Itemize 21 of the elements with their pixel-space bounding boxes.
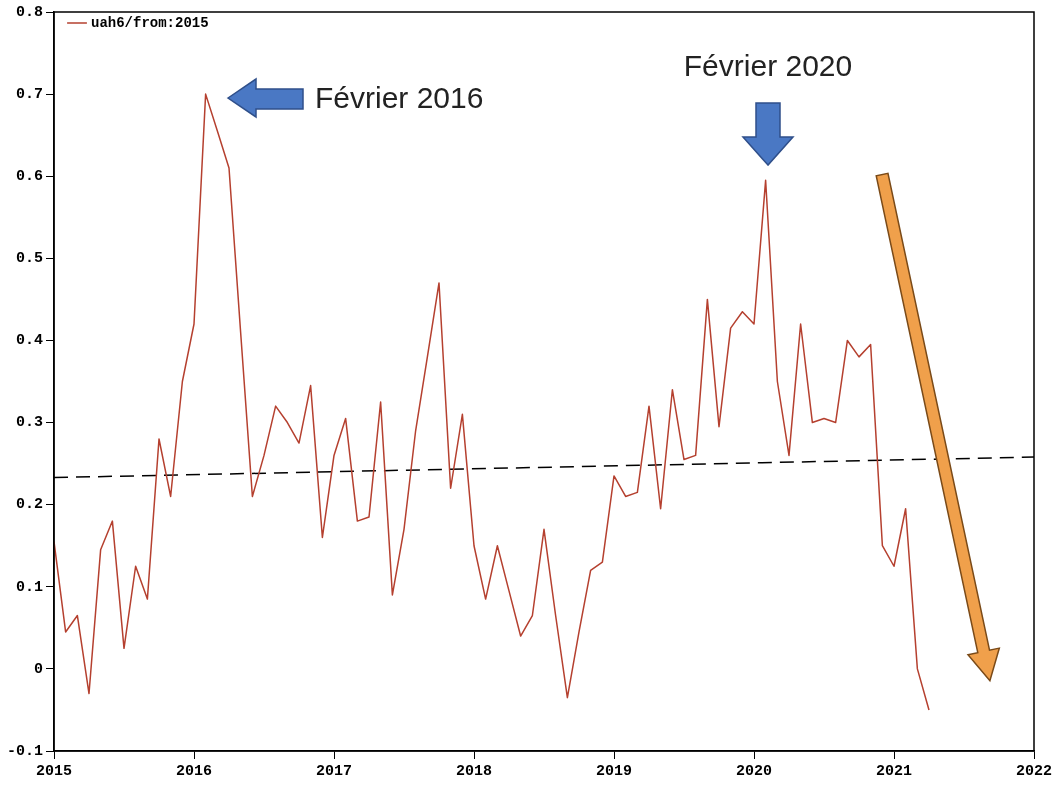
x-tick-label: 2016 bbox=[176, 762, 213, 780]
x-tick-label: 2022 bbox=[1015, 762, 1053, 780]
y-tick-label: 0.8 bbox=[15, 3, 44, 21]
x-tick-label: 2020 bbox=[735, 762, 773, 780]
y-tick-label: 0.5 bbox=[15, 250, 44, 268]
y-tick-label: -0.1 bbox=[6, 742, 44, 760]
legend-label: uah6/from:2015 bbox=[91, 14, 209, 31]
x-tick-label: 2015 bbox=[36, 762, 73, 780]
y-tick-label: 0.2 bbox=[15, 496, 44, 514]
y-tick-label: 0.7 bbox=[15, 85, 44, 103]
y-tick-label: 0.4 bbox=[15, 332, 44, 350]
annotation: Février 2016 bbox=[315, 81, 484, 115]
y-tick-label: 0.1 bbox=[15, 578, 44, 596]
y-tick-label: 0.3 bbox=[15, 414, 44, 432]
x-tick-label: 2017 bbox=[316, 762, 353, 780]
x-tick-label: 2018 bbox=[456, 762, 493, 780]
x-tick-label: 2021 bbox=[875, 762, 913, 780]
annotation: Février 2020 bbox=[683, 49, 853, 83]
x-tick-label: 2019 bbox=[595, 762, 633, 780]
y-tick-label: 0.6 bbox=[15, 168, 44, 185]
y-tick-label: 0 bbox=[33, 660, 44, 678]
